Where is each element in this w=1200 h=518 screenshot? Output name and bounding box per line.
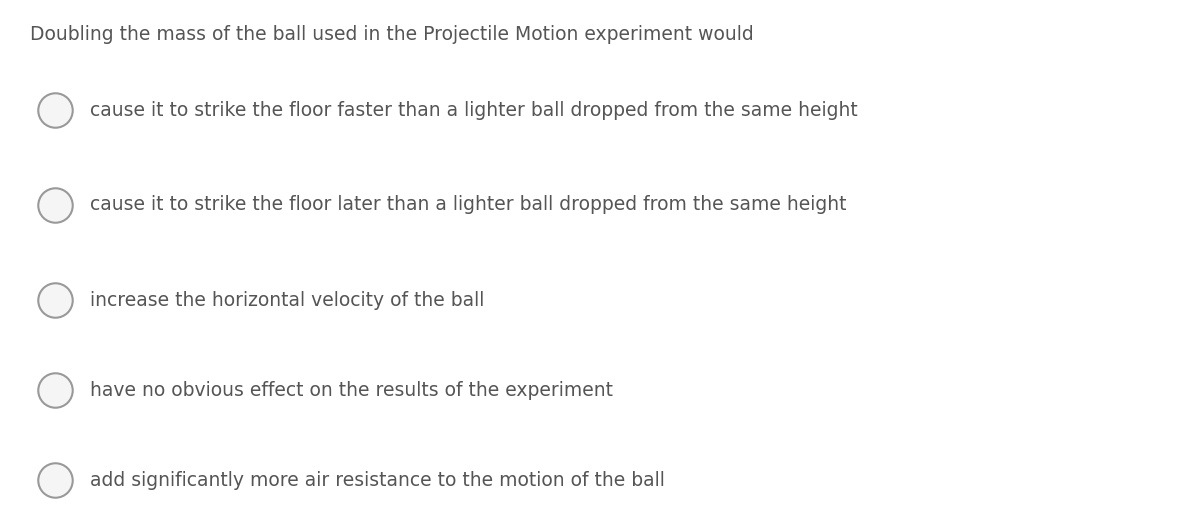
Text: have no obvious effect on the results of the experiment: have no obvious effect on the results of…	[90, 381, 613, 399]
Point	[46, 201, 65, 209]
Text: increase the horizontal velocity of the ball: increase the horizontal velocity of the …	[90, 291, 485, 309]
Point	[46, 106, 65, 114]
Text: add significantly more air resistance to the motion of the ball: add significantly more air resistance to…	[90, 470, 665, 490]
Text: cause it to strike the floor faster than a lighter ball dropped from the same he: cause it to strike the floor faster than…	[90, 100, 858, 120]
Point	[46, 296, 65, 304]
Point	[46, 386, 65, 394]
Text: cause it to strike the floor later than a lighter ball dropped from the same hei: cause it to strike the floor later than …	[90, 195, 846, 214]
Text: Doubling the mass of the ball used in the Projectile Motion experiment would: Doubling the mass of the ball used in th…	[30, 25, 754, 44]
Point	[46, 476, 65, 484]
